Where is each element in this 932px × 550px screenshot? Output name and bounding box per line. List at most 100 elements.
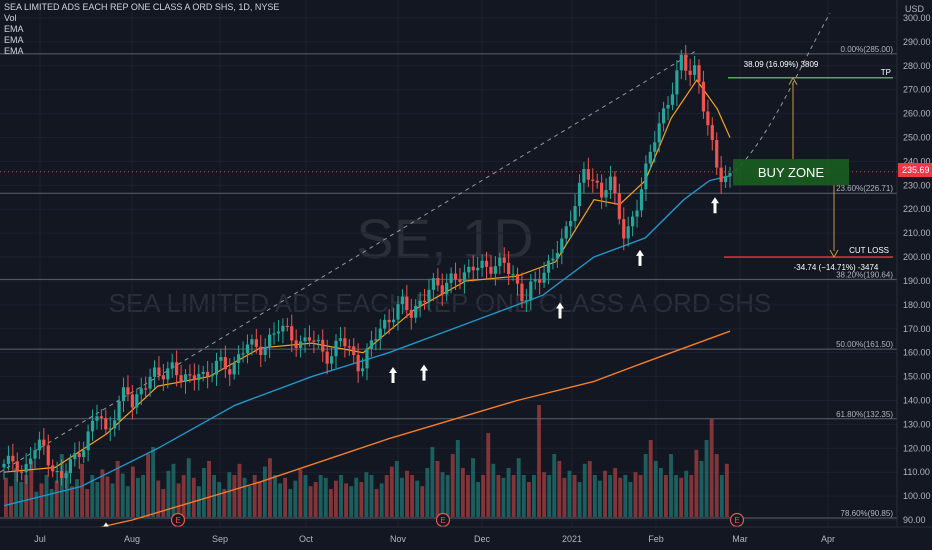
- last-price-label: 235.69: [902, 165, 930, 175]
- volume-bar: [714, 454, 719, 517]
- candle-up: [64, 473, 68, 478]
- up-arrow-icon: [420, 364, 428, 381]
- volume-bar: [435, 461, 440, 517]
- candle-up: [68, 459, 73, 474]
- price-tick-label: 160.00: [903, 348, 931, 358]
- candle-up: [608, 176, 613, 191]
- fib-label: 50.00%(161.50): [836, 340, 893, 349]
- volume-bar: [664, 475, 668, 517]
- fib-label: 78.60%(90.85): [841, 509, 894, 518]
- candle-down: [710, 125, 714, 141]
- volume-bar: [648, 440, 653, 517]
- up-arrow-icon: [711, 197, 719, 214]
- candle-up: [728, 173, 732, 177]
- price-tick-label: 110.00: [903, 467, 930, 477]
- volume-bar: [120, 473, 125, 517]
- volume-bar: [141, 475, 145, 517]
- candle-up: [268, 334, 272, 348]
- volume-bar: [689, 475, 694, 517]
- legend-ema-1[interactable]: EMA: [4, 24, 24, 34]
- candle-up: [670, 94, 675, 105]
- candle-down: [684, 54, 688, 71]
- volume-bar: [526, 482, 531, 517]
- volume-bar: [547, 475, 552, 517]
- candle-up: [201, 371, 205, 374]
- candle-up: [542, 272, 546, 283]
- candle-down: [409, 310, 413, 318]
- volume-bar: [684, 470, 689, 517]
- candle-up: [551, 258, 555, 261]
- volume-bar: [471, 458, 475, 517]
- volume-bar: [191, 477, 196, 517]
- candle-down: [387, 319, 391, 323]
- candle-down: [422, 300, 427, 302]
- price-tick-label: 290.00: [903, 37, 931, 47]
- volume-bar: [171, 463, 176, 517]
- candle-up: [653, 142, 657, 152]
- candle-down: [405, 296, 409, 311]
- volume-bar: [242, 477, 247, 517]
- candle-up: [365, 348, 369, 369]
- candle-up: [445, 282, 449, 295]
- volume-bar: [567, 470, 572, 517]
- candle-up: [276, 331, 281, 334]
- volume-bar: [618, 477, 623, 517]
- candle-down: [586, 169, 590, 180]
- volume-bar: [653, 461, 658, 517]
- candle-up: [281, 325, 285, 332]
- candle-up: [250, 339, 254, 345]
- time-axis[interactable]: Jul Aug Sep Oct Nov Dec 2021 Feb Mar Apr: [34, 534, 835, 544]
- price-tick-label: 220.00: [903, 204, 931, 214]
- volume-bar: [196, 486, 201, 517]
- candle-down: [15, 461, 19, 472]
- legend-vol[interactable]: Vol: [4, 13, 17, 23]
- volume-bar: [532, 475, 536, 517]
- candle-up: [232, 363, 236, 375]
- candle-up: [391, 319, 396, 323]
- volume-bar: [125, 486, 130, 517]
- price-axis[interactable]: 90.00 100.00 110.00 120.00 130.00 140.00 150.0…: [903, 13, 931, 525]
- legend-ema-3[interactable]: EMA: [4, 46, 24, 56]
- fib-label: 61.80%(132.35): [836, 410, 893, 419]
- candle-down: [104, 418, 108, 430]
- candle-up: [631, 216, 635, 227]
- volume-bar: [49, 489, 54, 517]
- volume-bar: [633, 472, 638, 517]
- candle-up: [108, 428, 112, 430]
- volume-bar: [460, 468, 465, 517]
- volume-bar: [9, 486, 13, 517]
- legend-ema-2[interactable]: EMA: [4, 35, 24, 45]
- price-tick-label: 240.00: [903, 156, 931, 166]
- volume-bar: [202, 468, 206, 517]
- candle-down: [502, 257, 506, 263]
- volume-bar: [598, 480, 602, 517]
- candle-up: [316, 339, 320, 342]
- price-tick-label: 140.00: [903, 395, 931, 405]
- ema-mid-line: [3, 175, 731, 507]
- candle-up: [582, 169, 586, 183]
- candle-down: [613, 176, 617, 194]
- volume-bar: [699, 461, 704, 517]
- volume-bar: [400, 477, 404, 517]
- candle-up: [462, 272, 466, 282]
- candle-down: [515, 274, 520, 284]
- watermark-name: SEA LIMITED ADS EACH REP ONE CLASS A ORD…: [109, 288, 772, 318]
- candle-down: [99, 416, 103, 419]
- candle-up: [6, 455, 11, 464]
- candle-down: [489, 266, 493, 274]
- candle-up: [555, 252, 559, 259]
- legend-symbol[interactable]: SEA LIMITED ADS EACH REP ONE CLASS A ORD…: [4, 2, 280, 12]
- candle-up: [135, 394, 139, 408]
- candle-up: [303, 337, 307, 342]
- volume-bar: [90, 475, 95, 517]
- volume-bar: [75, 479, 79, 517]
- volume-bar: [658, 468, 663, 517]
- candle-down: [701, 81, 706, 112]
- candle-down: [688, 70, 692, 75]
- candle-up: [639, 189, 644, 211]
- volume-bar: [466, 475, 470, 517]
- candle-up: [214, 360, 219, 375]
- volume-bar: [34, 491, 39, 517]
